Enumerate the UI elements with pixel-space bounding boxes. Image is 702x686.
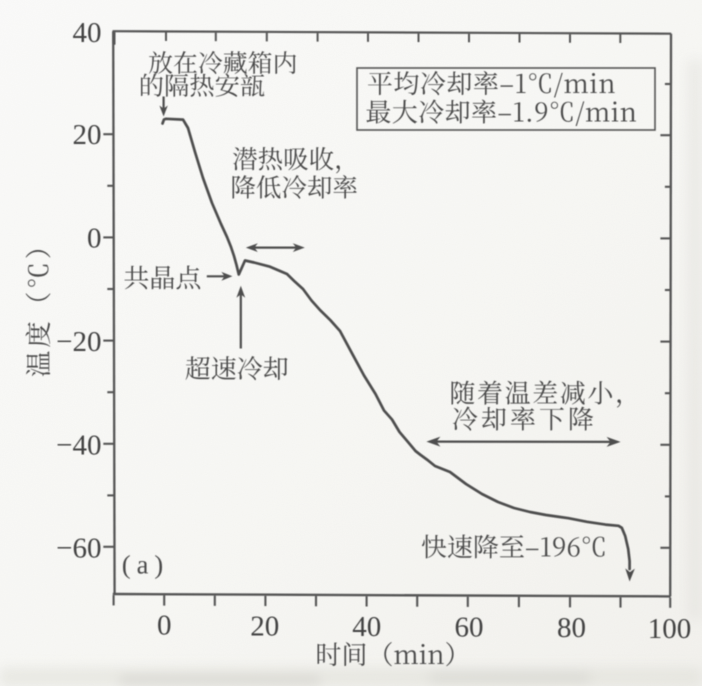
svg-text:100: 100 <box>648 613 692 645</box>
svg-text:40: 40 <box>73 17 102 49</box>
svg-text:20: 20 <box>73 119 102 151</box>
svg-text:−60: −60 <box>56 533 101 565</box>
svg-text:−20: −20 <box>56 326 101 358</box>
svg-text:0: 0 <box>87 223 102 255</box>
svg-text:40: 40 <box>352 611 381 643</box>
svg-text:0: 0 <box>157 610 172 642</box>
svg-text:20: 20 <box>250 610 279 642</box>
svg-text:80: 80 <box>557 612 586 644</box>
svg-text:−40: −40 <box>56 429 101 461</box>
svg-text:60: 60 <box>455 612 484 644</box>
